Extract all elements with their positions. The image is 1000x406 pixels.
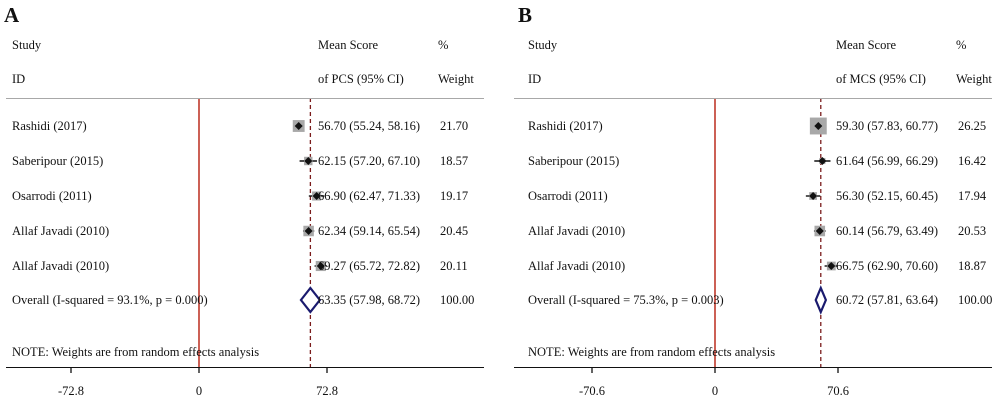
- column-header-study: Study: [12, 38, 42, 52]
- study-point-estimate: [304, 157, 313, 165]
- study-name: Allaf Javadi (2010): [528, 224, 626, 238]
- study-ci: 56.70 (55.24, 58.16): [318, 119, 421, 133]
- overall-diamond: [814, 285, 828, 315]
- x-tick-label: 0: [195, 384, 203, 398]
- study-weight: 19.17: [440, 189, 469, 203]
- study-weight: 26.25: [958, 119, 987, 133]
- study-weight: 20.53: [958, 224, 987, 238]
- column-header-study: Study: [528, 38, 558, 52]
- forest-plot-svg: [591, 98, 839, 373]
- column-header-id: ID: [12, 72, 26, 86]
- study-point-estimate: [316, 262, 325, 270]
- column-header-percent: %: [438, 38, 449, 52]
- study-weight: 21.70: [440, 119, 469, 133]
- study-point-estimate: [304, 227, 313, 235]
- forest-plot-panel-a: A Study ID Mean Score of PCS (95% CI) % …: [4, 3, 484, 398]
- overall-ci: 60.72 (57.81, 63.64): [836, 293, 939, 307]
- column-header-mean-score: Mean Score: [836, 38, 897, 52]
- study-name: Rashidi (2017): [12, 119, 87, 133]
- study-name: Allaf Javadi (2010): [12, 259, 110, 273]
- study-point-estimate: [809, 192, 818, 200]
- forest-plot-svg: [70, 98, 328, 373]
- x-tick-label: -72.8: [57, 384, 85, 398]
- weights-note: NOTE: Weights are from random effects an…: [12, 345, 260, 359]
- study-point-estimate: [827, 262, 836, 270]
- study-point-estimate: [312, 192, 321, 200]
- study-ci: 66.75 (62.90, 70.60): [836, 259, 939, 273]
- study-ci: 60.14 (56.79, 63.49): [836, 224, 939, 238]
- study-weight: 16.42: [958, 154, 987, 168]
- study-name: Saberipour (2015): [12, 154, 104, 168]
- study-name: Osarrodi (2011): [528, 189, 608, 203]
- study-weight: 20.11: [440, 259, 468, 273]
- overall-label: Overall (I-squared = 75.3%, p = 0.003): [528, 293, 724, 307]
- study-ci: 66.90 (62.47, 71.33): [318, 189, 421, 203]
- column-header-ci: of MCS (95% CI): [836, 72, 926, 86]
- x-axis-line: [6, 367, 484, 368]
- header-rule: [6, 98, 484, 99]
- column-header-weight: Weight: [438, 72, 474, 86]
- study-ci: 56.30 (52.15, 60.45): [836, 189, 939, 203]
- overall-ci: 63.35 (57.98, 68.72): [318, 293, 421, 307]
- forest-plot-panel-b: B Study ID Mean Score of MCS (95% CI) % …: [514, 0, 1000, 406]
- overall-label: Overall (I-squared = 93.1%, p = 0.000): [12, 293, 208, 307]
- column-header-id: ID: [528, 72, 542, 86]
- column-header-percent: %: [956, 38, 967, 52]
- overall-weight: 100.00: [958, 293, 993, 307]
- study-ci: 62.15 (57.20, 67.10): [318, 154, 421, 168]
- study-ci: 61.64 (56.99, 66.29): [836, 154, 939, 168]
- study-weight: 20.45: [440, 224, 469, 238]
- study-name: Rashidi (2017): [528, 119, 603, 133]
- study-name: Allaf Javadi (2010): [528, 259, 626, 273]
- study-weight: 18.57: [440, 154, 469, 168]
- panel-label: A: [4, 3, 20, 27]
- column-header-ci: of PCS (95% CI): [318, 72, 404, 86]
- study-weight: 17.94: [958, 189, 987, 203]
- study-name: Saberipour (2015): [528, 154, 620, 168]
- overall-weight: 100.00: [440, 293, 475, 307]
- study-point-estimate: [815, 227, 824, 235]
- x-tick-label: 0: [711, 384, 719, 398]
- header-rule: [514, 98, 992, 99]
- study-point-estimate: [818, 157, 827, 165]
- x-axis-line: [514, 367, 992, 368]
- study-name: Allaf Javadi (2010): [12, 224, 110, 238]
- study-point-estimate: [814, 122, 823, 130]
- study-name: Osarrodi (2011): [12, 189, 92, 203]
- x-tick-label: 70.6: [827, 384, 849, 398]
- study-ci: 59.30 (57.83, 60.77): [836, 119, 939, 133]
- panel-label: B: [518, 3, 533, 27]
- column-header-weight: Weight: [956, 72, 992, 86]
- study-ci: 69.27 (65.72, 72.82): [318, 259, 421, 273]
- overall-diamond: [299, 286, 322, 314]
- study-point-estimate: [294, 122, 303, 130]
- x-tick-label: 72.8: [316, 384, 338, 398]
- study-ci: 62.34 (59.14, 65.54): [318, 224, 421, 238]
- study-weight: 18.87: [958, 259, 987, 273]
- weights-note: NOTE: Weights are from random effects an…: [528, 345, 776, 359]
- column-header-mean-score: Mean Score: [318, 38, 379, 52]
- x-tick-label: -70.6: [578, 384, 606, 398]
